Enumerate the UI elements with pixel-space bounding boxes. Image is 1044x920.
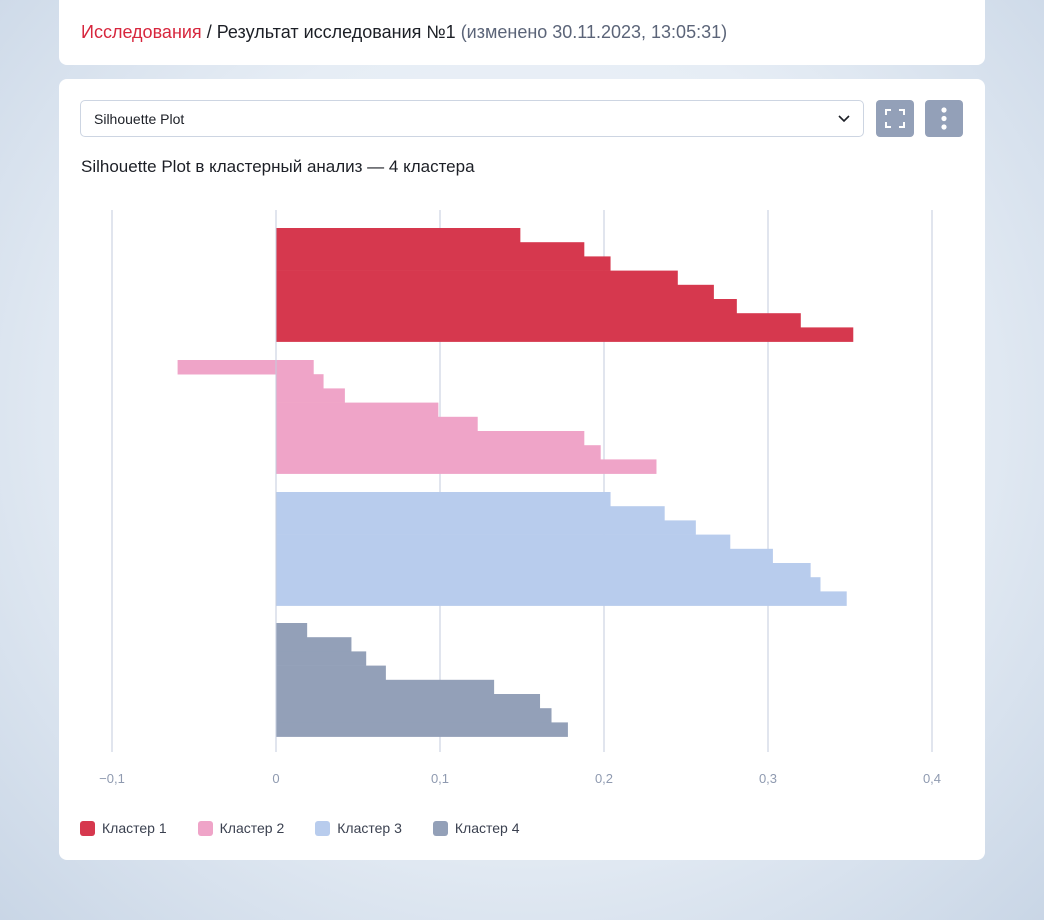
bar-cluster-1[interactable]: [276, 228, 521, 243]
header-card: Исследования / Результат исследования №1…: [59, 0, 985, 65]
legend-item-cluster-4[interactable]: Кластер 4: [432, 820, 520, 836]
breadcrumb-separator: /: [201, 22, 217, 42]
chevron-down-icon: [838, 115, 850, 123]
bar-cluster-2[interactable]: [276, 388, 345, 403]
bar-cluster-1[interactable]: [276, 327, 854, 342]
x-tick-label: 0,4: [923, 771, 941, 786]
chart-type-select[interactable]: Silhouette Plot: [80, 100, 864, 137]
modified-timestamp: (изменено 30.11.2023, 13:05:31): [455, 22, 728, 42]
bar-cluster-4[interactable]: [276, 651, 367, 666]
bar-cluster-4[interactable]: [276, 708, 552, 723]
bar-cluster-3[interactable]: [276, 506, 665, 521]
legend-label: Кластер 2: [219, 820, 285, 836]
legend-label: Кластер 3: [337, 820, 402, 836]
more-options-button[interactable]: [925, 100, 963, 137]
x-tick-label: 0,3: [759, 771, 777, 786]
legend-swatch: [315, 820, 331, 836]
bar-cluster-2[interactable]: [276, 374, 324, 389]
bar-cluster-3[interactable]: [276, 563, 811, 578]
x-tick-label: 0,1: [431, 771, 449, 786]
fullscreen-icon: [885, 109, 905, 128]
chart-title: Silhouette Plot в кластерный анализ — 4 …: [81, 157, 475, 176]
breadcrumb-root-link[interactable]: Исследования: [81, 22, 202, 42]
x-tick-label: 0: [272, 771, 279, 786]
bar-cluster-3[interactable]: [276, 548, 773, 564]
bar-cluster-4[interactable]: [276, 623, 308, 638]
legend-label: Кластер 1: [102, 820, 167, 836]
bar-cluster-4[interactable]: [276, 679, 495, 695]
bar-cluster-4[interactable]: [276, 665, 386, 681]
bar-cluster-2[interactable]: [276, 431, 585, 446]
bar-cluster-3[interactable]: [276, 577, 821, 592]
legend-swatch: [80, 820, 95, 836]
x-tick-label: 0,2: [595, 771, 613, 786]
bar-cluster-3[interactable]: [276, 591, 847, 606]
bar-cluster-2[interactable]: [177, 360, 314, 375]
legend-label: Кластер 4: [454, 820, 520, 836]
legend-item-cluster-3[interactable]: Кластер 3: [315, 820, 402, 836]
bar-cluster-3[interactable]: [276, 492, 611, 507]
bar-cluster-1[interactable]: [276, 256, 611, 271]
bar-cluster-4[interactable]: [276, 694, 541, 709]
bar-cluster-3[interactable]: [276, 520, 696, 535]
bar-cluster-4[interactable]: [276, 637, 352, 652]
bar-cluster-1[interactable]: [276, 270, 678, 286]
bar-cluster-1[interactable]: [276, 284, 714, 300]
bar-cluster-2[interactable]: [276, 459, 657, 474]
bar-cluster-3[interactable]: [276, 534, 731, 550]
legend-swatch: [197, 820, 213, 836]
legend-item-cluster-1[interactable]: Кластер 1: [80, 820, 167, 836]
breadcrumb-current: Результат исследования №1: [216, 22, 456, 42]
silhouette-plot: −0,1 0 0,1 0,2 0,3 0,4: [99, 210, 941, 786]
chart-type-value: Silhouette Plot: [94, 111, 185, 127]
more-vertical-icon: [941, 107, 947, 130]
bar-cluster-2[interactable]: [276, 416, 478, 432]
fullscreen-button[interactable]: [876, 100, 914, 137]
chart-card: Silhouette Plot Silhouette Plot в класте…: [59, 79, 985, 860]
x-tick-label: −0,1: [99, 771, 125, 786]
breadcrumb: Исследования / Результат исследования №1…: [81, 22, 727, 43]
bar-cluster-2[interactable]: [276, 402, 439, 418]
bar-cluster-4[interactable]: [276, 722, 568, 737]
bar-cluster-1[interactable]: [276, 242, 585, 257]
bar-cluster-1[interactable]: [276, 299, 737, 314]
chart-legend: Кластер 1 Кластер 2 Кластер 3 Кластер 4: [80, 820, 551, 836]
legend-item-cluster-2[interactable]: Кластер 2: [197, 820, 285, 836]
bar-cluster-1[interactable]: [276, 313, 801, 328]
legend-swatch: [432, 820, 448, 836]
bar-cluster-2[interactable]: [276, 445, 601, 460]
